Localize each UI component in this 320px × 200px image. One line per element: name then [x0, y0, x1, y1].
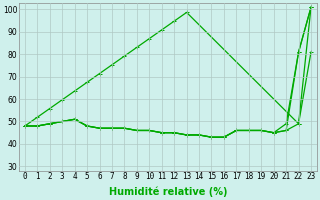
X-axis label: Humidité relative (%): Humidité relative (%) [109, 187, 227, 197]
